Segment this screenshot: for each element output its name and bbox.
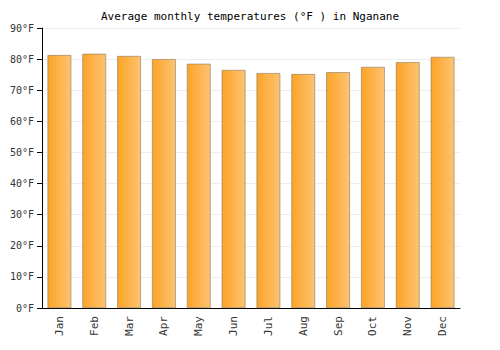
svg-text:30°F: 30°F	[10, 209, 34, 220]
svg-text:Jul: Jul	[262, 316, 275, 336]
svg-text:10°F: 10°F	[10, 271, 34, 282]
svg-text:Sep: Sep	[332, 316, 345, 336]
svg-text:0°F: 0°F	[16, 303, 34, 314]
svg-text:Aug: Aug	[297, 316, 310, 336]
svg-text:Nov: Nov	[401, 316, 414, 336]
svg-text:60°F: 60°F	[10, 116, 34, 127]
svg-text:Dec: Dec	[436, 316, 449, 336]
svg-text:Jan: Jan	[53, 316, 66, 336]
svg-text:50°F: 50°F	[10, 147, 34, 158]
svg-text:Average monthly temperatures (: Average monthly temperatures (°F ) in Ng…	[101, 10, 399, 23]
svg-text:90°F: 90°F	[10, 23, 34, 34]
svg-text:Jun: Jun	[227, 316, 240, 336]
svg-text:40°F: 40°F	[10, 178, 34, 189]
svg-text:70°F: 70°F	[10, 85, 34, 96]
svg-text:Feb: Feb	[88, 316, 101, 336]
svg-text:Apr: Apr	[157, 316, 170, 336]
svg-text:May: May	[192, 316, 205, 336]
svg-text:80°F: 80°F	[10, 54, 34, 65]
svg-text:20°F: 20°F	[10, 240, 34, 251]
svg-text:Mar: Mar	[123, 316, 136, 336]
svg-text:Oct: Oct	[366, 316, 379, 336]
